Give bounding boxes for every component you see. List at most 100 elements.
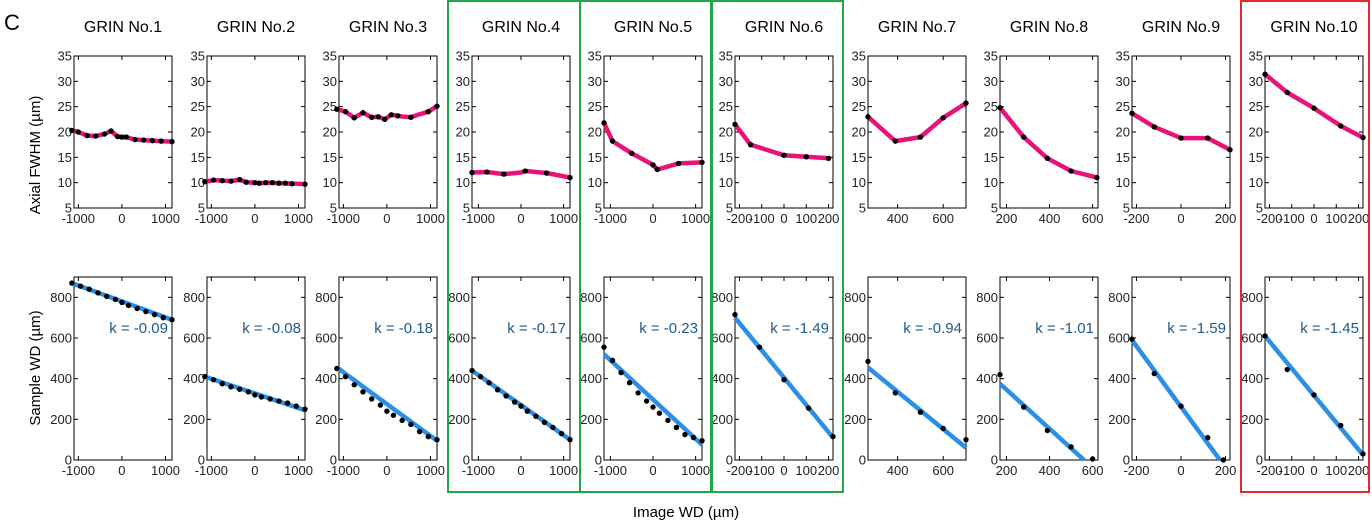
y-tick-label: 20 [719,125,733,140]
wd-data-point [1151,370,1157,377]
slope-k-label: k = -1.01 [1035,320,1094,337]
wd-data-point [865,358,871,365]
fwhm-data-point [243,179,249,185]
y-tick-label: 30 [1249,74,1263,89]
y-tick-label: 35 [852,49,866,64]
y-tick-label: 200 [580,412,602,427]
wd-data-point [112,296,119,303]
x-tick-label: 0 [118,463,125,478]
slope-k-label: k = -0.08 [242,320,301,337]
y-tick-label: 25 [1116,99,1130,114]
wd-fit-line [602,352,704,447]
fwhm-series-line [865,100,969,144]
fwhm-axes-grin-6: 5 10 15 20 25 30 35 -200-100 0 100 200 [719,49,840,227]
fwhm-data-point [1262,71,1268,77]
fwhm-plot-frame [338,55,438,209]
y-tick-label: 400 [844,371,866,386]
fwhm-data-point [650,162,656,168]
fwhm-series-line [997,105,1100,180]
y-tick-label: 15 [456,150,470,165]
y-tick-label: 5 [726,201,733,216]
x-tick-label: 200 [818,463,840,478]
fwhm-axes-grin-10: 5 10 15 20 25 30 35 -200-100 0 100 200 [1249,49,1370,227]
wd-data-point [533,413,539,419]
fwhm-data-point [522,168,528,174]
fwhm-axes-grin-7: 5 10 15 20 25 30 35 400 600 [852,49,969,226]
wd-data-point [236,386,243,392]
y-tick-label: 15 [58,150,72,165]
y-tick-label: 25 [719,99,733,114]
y-tick-label: 10 [984,175,998,190]
y-tick-label: 10 [1249,175,1263,190]
y-tick-label: 35 [58,49,72,64]
fwhm-data-point [368,114,375,121]
x-tick-label: -1000 [327,463,360,478]
wd-data-point [384,408,390,414]
wd-data-point [1262,333,1268,339]
x-tick-label: -200 [726,211,752,226]
wd-data-point [69,280,75,286]
y-tick-label: 5 [1123,201,1130,216]
fwhm-data-point [654,166,660,173]
wd-data-point [503,393,509,399]
y-tick-label: 0 [65,453,72,468]
fwhm-axes-grin-2: 5 10 15 20 25 30 35 -1000 0 1000 [191,49,313,227]
fwhm-data-point [484,169,490,175]
wd-data-point [143,308,149,315]
fwhm-data-point [803,154,809,160]
y-tick-label: 20 [456,125,470,140]
wd-data-point [219,381,225,387]
slope-k-label: k = -0.94 [903,320,962,337]
fwhm-data-point [84,132,90,139]
y-tick-label: 800 [976,290,998,305]
wd-data-point [119,299,125,306]
x-tick-label: 1000 [151,211,180,226]
x-tick-label: -1000 [195,211,228,226]
fwhm-data-point [747,141,754,148]
y-tick-label: 600 [1108,331,1130,346]
y-tick-label: 800 [1241,290,1263,305]
slope-k-label: k = -1.49 [770,320,829,337]
wd-plot-frame [1264,276,1364,461]
x-tick-label: 600 [932,211,954,226]
x-tick-label: 0 [1177,463,1184,478]
y-tick-label: 0 [198,453,205,468]
y-tick-label: 800 [448,290,470,305]
highlight-box-green [710,0,844,493]
y-tick-label: 600 [50,331,72,346]
fwhm-data-point [132,136,138,143]
x-tick-label: -200 [1256,463,1282,478]
y-tick-label: 15 [984,150,998,165]
fwhm-data-point [395,113,401,119]
wd-data-point [673,424,680,431]
wd-data-point [425,433,431,440]
fwhm-data-point [865,114,871,120]
wd-data-point [284,400,291,406]
wd-plot-frame [1131,276,1231,461]
x-tick-label: 200 [1348,463,1370,478]
y-tick-label: 10 [323,175,337,190]
x-tick-label: 0 [383,463,390,478]
y-tick-label: 5 [991,201,998,216]
fwhm-axes-grin-8: 5 10 15 20 25 30 35 200 400 600 [984,49,1104,227]
wd-data-point [334,365,340,372]
x-tick-label: 100 [795,211,817,226]
y-tick-label: 400 [711,371,733,386]
x-tick-label: 400 [887,463,909,478]
fwhm-data-point [1151,124,1157,130]
fwhm-data-point [1129,110,1135,116]
y-tick-label: 200 [1108,412,1130,427]
x-tick-label: 200 [1215,211,1237,226]
x-tick-label: 0 [383,211,390,226]
y-tick-label: 800 [844,290,866,305]
wd-data-point [160,314,166,321]
wd-data-point [103,293,110,300]
fwhm-data-point [256,180,262,186]
y-tick-label: 15 [323,150,337,165]
y-tick-label: 25 [323,99,337,114]
wd-data-point [626,380,633,386]
wd-data-point [567,436,573,443]
x-tick-label: 1000 [549,211,578,226]
